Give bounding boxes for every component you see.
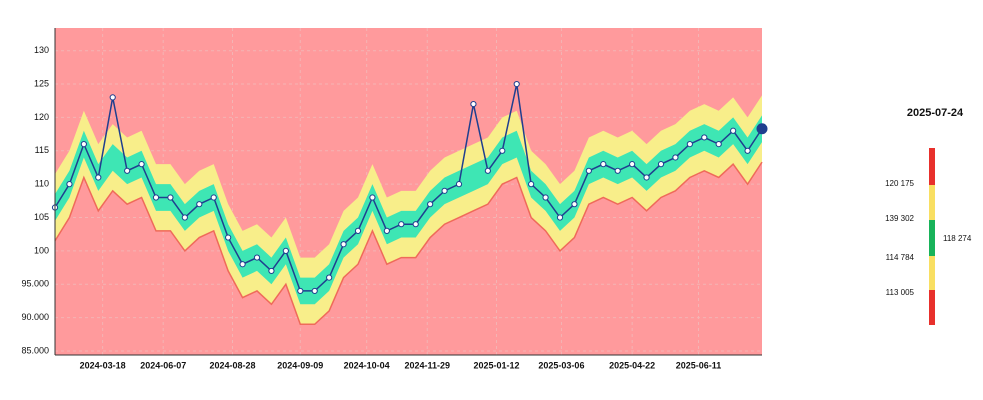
y-tick-label: 125	[34, 78, 49, 88]
y-tick-label: 110	[35, 179, 49, 189]
panel-date: 2025-07-24	[907, 107, 964, 119]
point	[470, 100, 477, 108]
y-tick-label: 90.000	[21, 312, 49, 322]
point	[138, 161, 145, 168]
point	[297, 287, 304, 295]
point	[513, 80, 520, 88]
point	[95, 174, 102, 181]
current-label: 118 274	[943, 234, 972, 243]
level-label: 139 302	[885, 214, 914, 223]
point	[629, 161, 636, 168]
point	[441, 187, 448, 194]
level-label: 114 784	[886, 253, 915, 262]
x-tick-label: 2025-06-11	[676, 360, 722, 370]
point	[109, 94, 116, 101]
point	[167, 194, 174, 201]
x-tick-label: 2024-06-07	[140, 360, 186, 370]
point	[66, 181, 73, 188]
point	[369, 194, 376, 201]
band-edge	[54, 161, 763, 326]
level-zone	[929, 290, 935, 325]
y-tick-label: 130	[34, 45, 49, 55]
level-zone	[929, 185, 935, 220]
point	[326, 274, 333, 281]
point	[340, 241, 347, 248]
point	[528, 181, 535, 188]
point	[657, 161, 665, 168]
y-tick-label: 95.000	[21, 279, 49, 289]
point	[253, 254, 261, 261]
point	[672, 154, 679, 161]
point	[455, 181, 463, 188]
point	[268, 267, 275, 275]
y-tick-label: 120	[34, 112, 49, 122]
point	[756, 123, 768, 135]
x-tick-label: 2024-10-04	[344, 360, 390, 370]
band	[55, 115, 762, 305]
level-zone	[929, 256, 935, 290]
point	[715, 141, 722, 148]
point	[643, 174, 650, 181]
point	[383, 227, 390, 234]
point	[412, 221, 419, 228]
point	[730, 127, 737, 134]
x-tick-label: 2024-11-29	[404, 360, 450, 370]
point	[181, 214, 188, 221]
point	[354, 227, 362, 234]
level-zone	[929, 148, 935, 185]
point	[80, 141, 87, 148]
point	[542, 194, 549, 201]
y-tick-label: 100	[34, 245, 49, 255]
point	[484, 167, 491, 174]
point	[398, 221, 405, 228]
point	[196, 201, 203, 208]
level-label: 120 175	[885, 179, 914, 188]
point	[585, 167, 592, 174]
point	[225, 234, 232, 241]
point	[210, 194, 217, 201]
point	[282, 247, 289, 254]
point	[744, 147, 751, 154]
point	[124, 167, 131, 174]
x-tick-label: 2024-03-18	[80, 360, 126, 370]
point	[556, 214, 564, 221]
level-label: 113 005	[886, 288, 915, 297]
level-zone	[929, 220, 935, 256]
x-tick-label: 2025-04-22	[609, 360, 655, 370]
band	[55, 95, 762, 325]
point	[311, 287, 318, 295]
x-tick-label: 2024-09-09	[277, 360, 323, 370]
price-line	[54, 83, 763, 292]
y-tick-label: 85.000	[21, 345, 49, 355]
point	[427, 201, 434, 208]
x-tick-label: 2025-03-06	[538, 360, 584, 370]
point	[499, 147, 506, 154]
point	[239, 261, 246, 268]
y-tick-label: 115	[35, 145, 49, 155]
x-tick-label: 2025-01-12	[473, 360, 519, 370]
point	[571, 201, 578, 208]
y-tick-label: 105	[34, 212, 49, 222]
x-tick-label: 2024-08-28	[209, 360, 255, 370]
point	[614, 167, 621, 174]
point	[152, 194, 160, 201]
point	[701, 134, 708, 141]
point	[686, 141, 693, 148]
point	[600, 161, 607, 168]
